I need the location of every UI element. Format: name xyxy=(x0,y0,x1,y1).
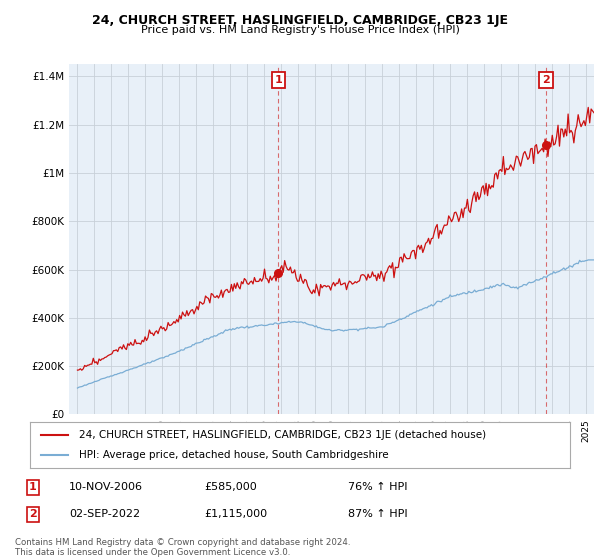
Text: 1: 1 xyxy=(274,75,282,85)
Text: 2: 2 xyxy=(29,509,37,519)
Text: 24, CHURCH STREET, HASLINGFIELD, CAMBRIDGE, CB23 1JE (detached house): 24, CHURCH STREET, HASLINGFIELD, CAMBRID… xyxy=(79,431,486,441)
Text: £1,115,000: £1,115,000 xyxy=(204,509,267,519)
Text: 1: 1 xyxy=(29,482,37,492)
Text: 24, CHURCH STREET, HASLINGFIELD, CAMBRIDGE, CB23 1JE: 24, CHURCH STREET, HASLINGFIELD, CAMBRID… xyxy=(92,14,508,27)
Text: Price paid vs. HM Land Registry's House Price Index (HPI): Price paid vs. HM Land Registry's House … xyxy=(140,25,460,35)
Text: 10-NOV-2006: 10-NOV-2006 xyxy=(69,482,143,492)
Text: 02-SEP-2022: 02-SEP-2022 xyxy=(69,509,140,519)
Text: £585,000: £585,000 xyxy=(204,482,257,492)
Text: 2: 2 xyxy=(542,75,550,85)
Text: 87% ↑ HPI: 87% ↑ HPI xyxy=(348,509,407,519)
Text: Contains HM Land Registry data © Crown copyright and database right 2024.
This d: Contains HM Land Registry data © Crown c… xyxy=(15,538,350,557)
Text: 76% ↑ HPI: 76% ↑ HPI xyxy=(348,482,407,492)
Text: HPI: Average price, detached house, South Cambridgeshire: HPI: Average price, detached house, Sout… xyxy=(79,450,388,460)
